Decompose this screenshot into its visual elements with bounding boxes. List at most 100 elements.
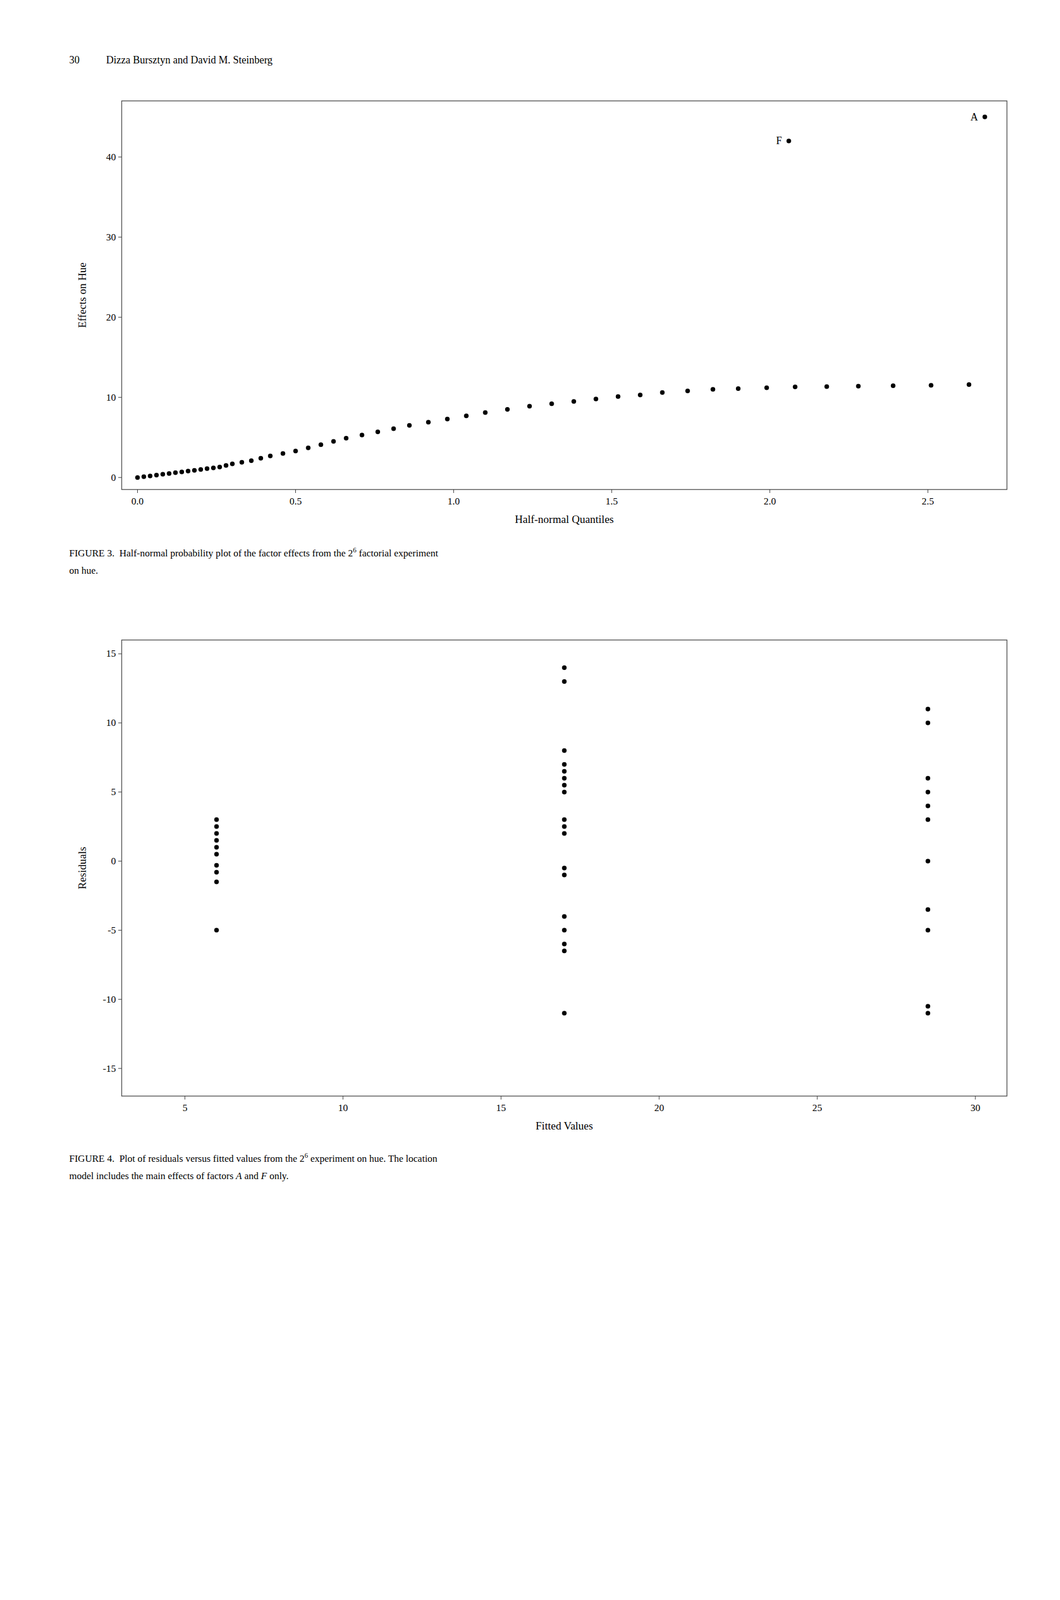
plot-frame [121,640,1007,1097]
caption-text: A [235,1170,243,1182]
scatter-point [792,384,798,390]
scatter-point [258,456,263,461]
caption-line: FIGURE 4. Plot of residuals versus fitte… [69,1151,438,1165]
scatter-point [562,748,567,754]
scatter-point [735,386,741,392]
y-tick-label: 20 [106,312,116,323]
caption-line: FIGURE 3. Half-normal probability plot o… [69,546,439,559]
scatter-point [562,679,567,684]
x-tick-label: 2.0 [763,495,776,507]
caption-text: F [260,1170,268,1182]
x-tick [927,489,928,494]
scatter-point [966,382,972,387]
marks [134,114,987,480]
scatter-point [213,824,219,830]
chart: 0.00.51.01.52.02.5010203040Half-normal Q… [69,100,1007,577]
scatter-point [562,914,567,919]
caption-text: experiment on hue. The location [307,1153,438,1165]
scatter-point [571,399,577,404]
scatter-point [562,769,567,774]
y-tick-label: 40 [106,151,116,163]
scatter-point [213,852,219,857]
chart: 51015202530-15-10-5051015Fitted ValuesRe… [69,640,1007,1182]
annotation: A [970,111,979,123]
scatter-point [213,927,219,933]
scatter-point [637,392,643,398]
scatter-point [213,870,219,875]
scatter-point [562,948,567,954]
scatter-point [562,1010,567,1016]
scatter-point [185,468,191,474]
scatter-point [593,396,599,402]
scatter-point [786,138,792,144]
scatter-point [562,872,567,878]
y-tick-label: -10 [102,994,116,1006]
scatter-point [213,838,219,844]
scatter-point [562,831,567,837]
x-tick-label: 1.5 [605,495,618,507]
scatter-point [213,845,219,851]
scatter-point [134,475,140,480]
scatter-point [217,464,223,470]
y-tick [118,397,122,398]
y-tick [118,317,122,318]
caption-text: FIGURE 4. Plot of residuals versus fitte… [69,1153,305,1165]
x-tick-label: 20 [653,1102,664,1114]
page: 30Dizza Bursztyn and David M. Steinberg0… [0,0,1060,1600]
caption-text: model includes the main effects of facto… [69,1170,236,1182]
scatter-point [615,394,621,400]
scatter-point [925,817,931,823]
scatter-point [925,1010,931,1016]
y-tick [118,999,122,1001]
scatter-point [562,762,567,768]
scatter-point [891,383,896,389]
scatter-point [549,401,555,407]
y-tick [118,722,122,724]
scatter-point [925,1004,931,1009]
scatter-point [928,382,934,388]
scatter-point [925,927,931,933]
scatter-point [482,410,488,416]
scatter-point [824,384,830,389]
scatter-point [166,471,172,476]
y-tick [118,477,122,479]
scatter-point [426,419,431,425]
scatter-point [925,790,931,795]
scatter-point [982,114,988,120]
scatter-point [343,435,349,441]
caption-text: factorial experiment [356,547,439,559]
scatter-point [925,907,931,912]
background [0,0,1060,1600]
scatter-point [375,429,381,435]
x-tick [184,1096,186,1100]
x-tick-label: 0.0 [131,495,144,507]
y-tick-label: 5 [111,786,117,798]
y-tick [118,653,122,654]
x-tick [295,489,296,494]
page-header: Dizza Bursztyn and David M. Steinberg [106,54,273,66]
scatter-point [764,385,769,391]
scatter-point [925,707,931,712]
scatter-point [280,450,286,456]
x-tick-label: 2.5 [921,495,934,507]
scatter-point [505,407,510,412]
x-tick [137,489,138,494]
y-tick-label: 10 [106,717,116,729]
scatter-point [160,472,165,477]
x-tick-label: 0.5 [289,495,302,507]
x-tick [453,489,454,494]
scatter-point [318,442,323,447]
y-tick-label: -5 [107,925,116,937]
scatter-point [213,817,219,823]
y-axis-label: Effects on Hue [76,262,89,329]
scatter-point [211,465,216,471]
y-tick [118,156,122,158]
scatter-point [855,384,861,389]
caption-text: FIGURE 3. Half-normal probability plot o… [69,547,353,559]
scatter-point [925,720,931,726]
scatter-point [710,386,716,392]
scatter-point [204,466,210,472]
scatter-point [230,461,235,467]
scatter-point [249,458,254,464]
x-tick [500,1096,502,1100]
